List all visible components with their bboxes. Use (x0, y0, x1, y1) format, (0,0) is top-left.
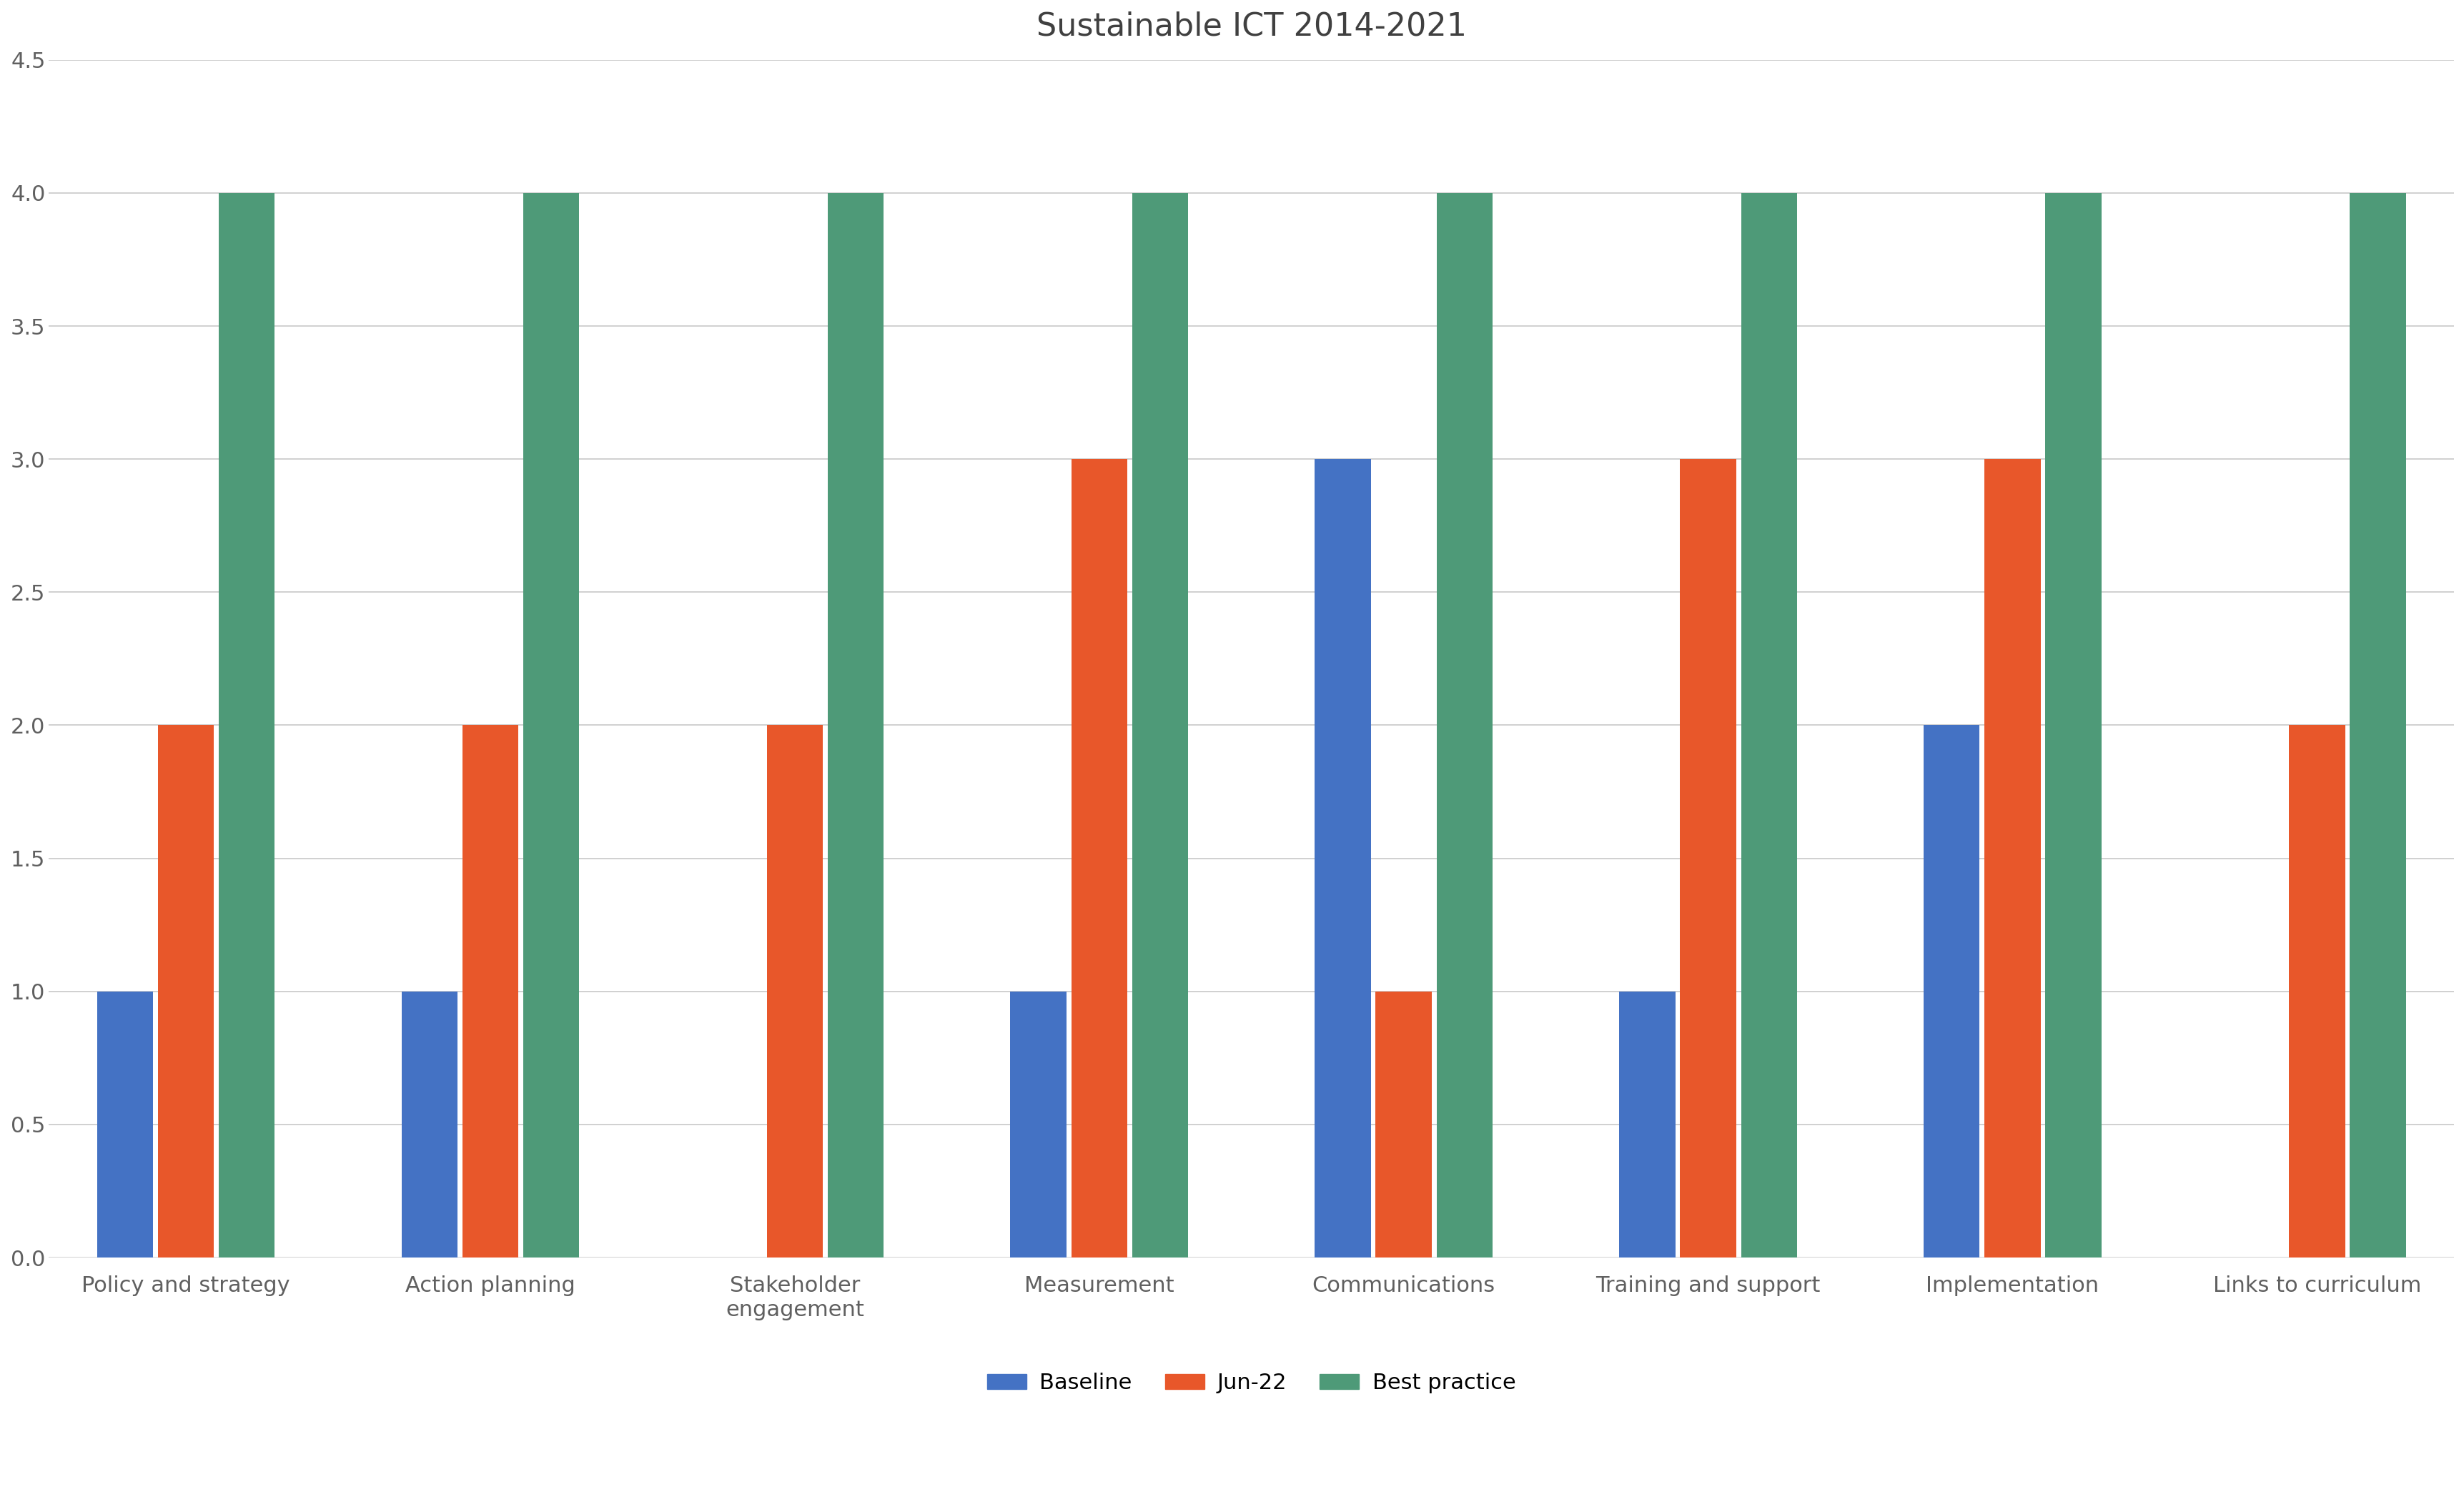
Title: Sustainable ICT 2014-2021: Sustainable ICT 2014-2021 (1035, 10, 1466, 42)
Bar (402, 991, 458, 1257)
Bar (1313, 460, 1370, 1257)
Bar (1437, 193, 1493, 1257)
Bar (1010, 991, 1067, 1257)
Bar (2045, 193, 2102, 1257)
Bar (1740, 193, 1796, 1257)
Bar (766, 725, 823, 1257)
Bar (158, 725, 214, 1257)
Bar (2348, 193, 2405, 1257)
Bar (96, 991, 153, 1257)
Bar (1375, 991, 1432, 1257)
Bar (219, 193, 274, 1257)
Bar (1984, 460, 2040, 1257)
Bar (522, 193, 579, 1257)
Legend: Baseline, Jun-22, Best practice: Baseline, Jun-22, Best practice (978, 1364, 1523, 1403)
Bar (463, 725, 517, 1257)
Bar (1131, 193, 1188, 1257)
Bar (1922, 725, 1979, 1257)
Bar (828, 193, 885, 1257)
Bar (1619, 991, 1676, 1257)
Bar (1680, 460, 1735, 1257)
Bar (1072, 460, 1126, 1257)
Bar (2289, 725, 2343, 1257)
